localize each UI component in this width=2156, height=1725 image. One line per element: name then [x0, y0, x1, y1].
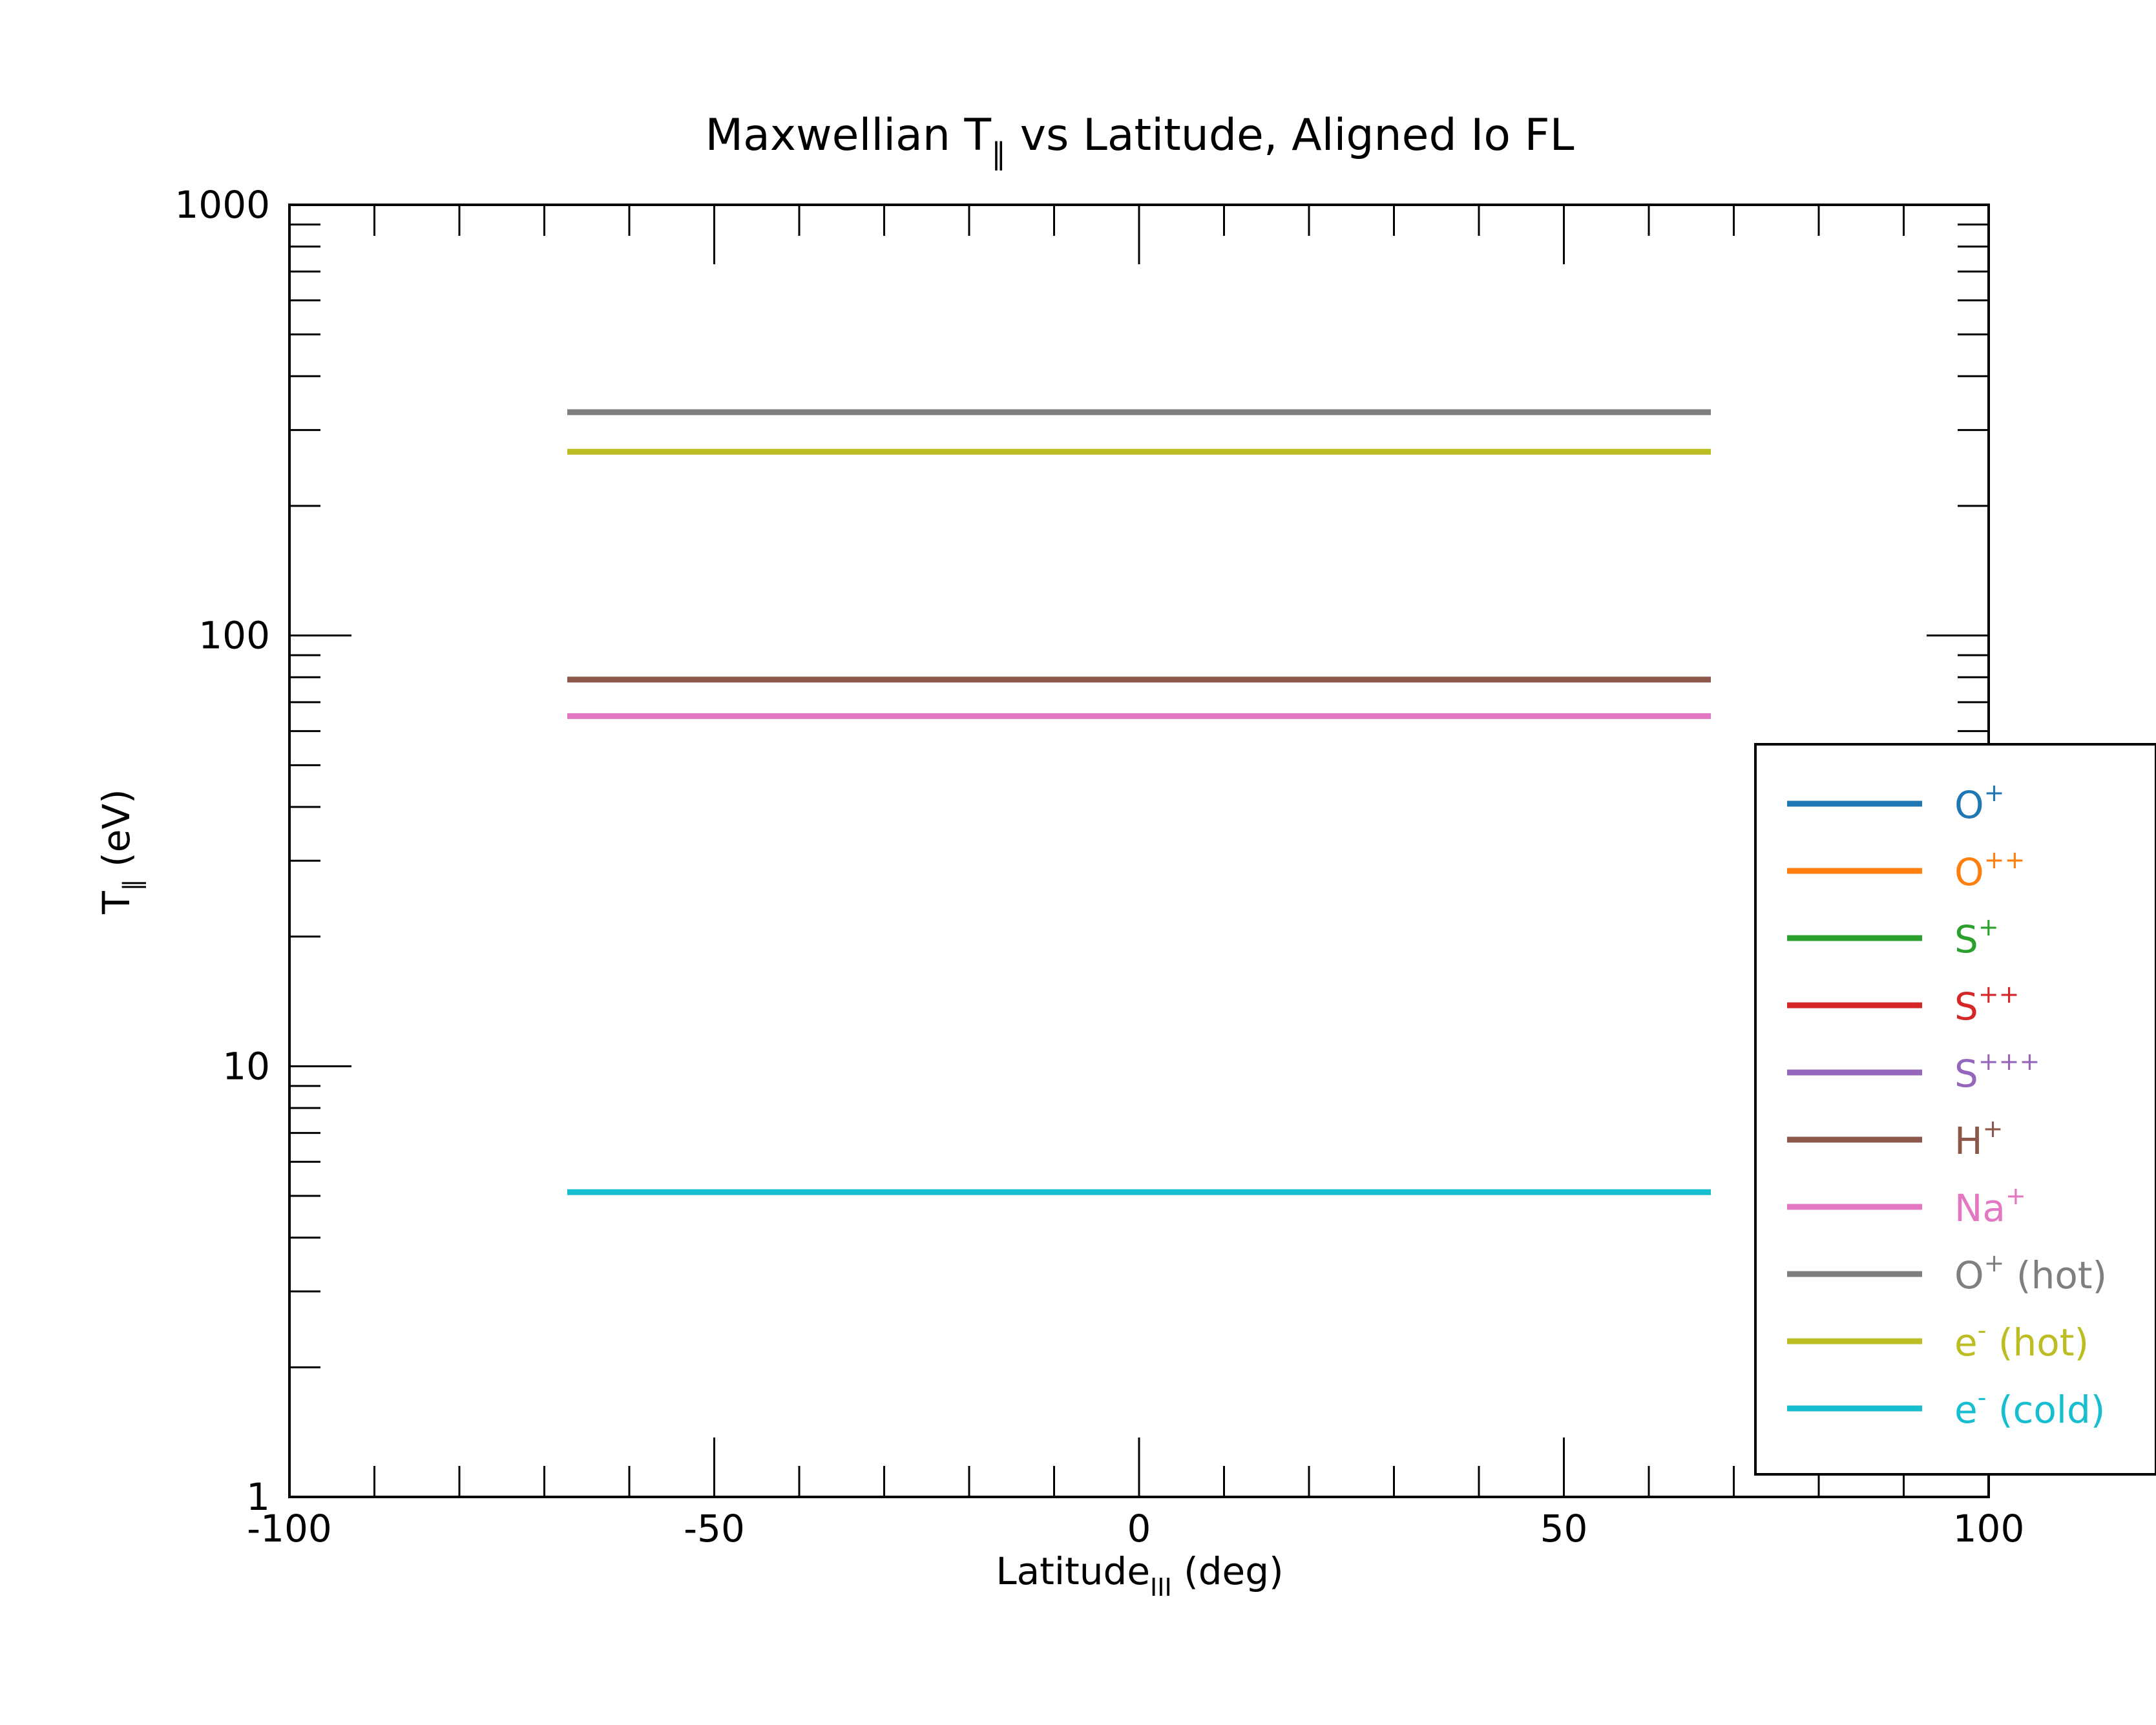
axis-tick-labels: -100 -50 0 50 100 1 10 100 1000: [174, 183, 2024, 1551]
x-tick-label: 50: [1540, 1507, 1588, 1551]
legend-label: S++: [1954, 980, 2020, 1029]
y-tick-label: 10: [222, 1044, 270, 1088]
x-tick-label: 0: [1127, 1507, 1151, 1551]
chart-title: Maxwellian T∥ vs Latitude, Aligned Io FL: [705, 110, 1574, 171]
legend-label: e- (cold): [1954, 1383, 2105, 1432]
x-axis-label: LatitudeIII (deg): [996, 1549, 1283, 1602]
legend: O+ O++ S+ S++ S+++ H+ Na+ O+ (hot) e- (hot) e- (c…: [1754, 743, 2156, 1476]
legend-label: O++: [1954, 846, 2025, 894]
x-tick-label: -100: [247, 1507, 332, 1551]
x-tick-label: -50: [684, 1507, 745, 1551]
legend-label: O+: [1954, 779, 2005, 827]
legend-label: S+++: [1954, 1047, 2040, 1096]
legend-label: Na+: [1954, 1182, 2026, 1230]
y-tick-label: 1000: [174, 183, 270, 227]
legend-label: e- (hot): [1954, 1316, 2089, 1364]
series-lines: [567, 409, 1711, 1195]
legend-label: H+: [1954, 1114, 2003, 1163]
y-tick-label: 1: [246, 1475, 270, 1519]
legend-label: O+ (hot): [1954, 1249, 2107, 1297]
y-axis-label: T∥ (eV): [94, 789, 147, 915]
legend-label: S+: [1954, 913, 1999, 961]
x-tick-label: 100: [1953, 1507, 2025, 1551]
legend-box: [1754, 743, 2156, 1476]
y-tick-label: 100: [198, 614, 270, 658]
legend-items: O+ O++ S+ S++ S+++ H+ Na+ O+ (hot) e- (hot) e- (c…: [1787, 779, 2107, 1432]
